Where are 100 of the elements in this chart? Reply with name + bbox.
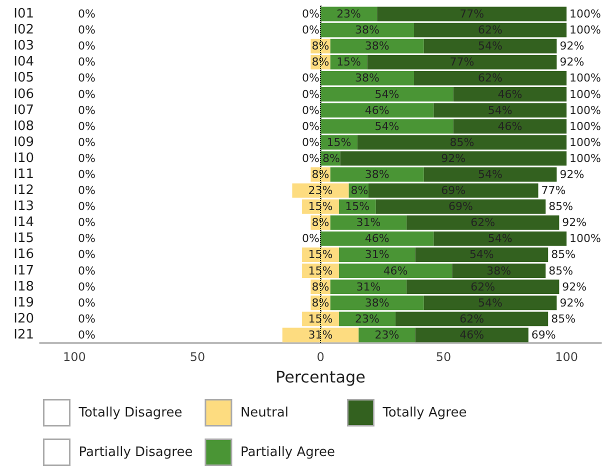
data-label: 46%: [498, 88, 522, 101]
annotation: 100%: [570, 120, 602, 133]
y-tick-label: I14: [14, 215, 34, 230]
data-label: 0%: [78, 104, 96, 117]
legend-label: Totally Agree: [382, 405, 467, 420]
data-label: 62%: [478, 24, 503, 37]
data-label: 8%: [312, 296, 330, 310]
data-label: 0%: [302, 232, 320, 246]
annotation: 92%: [560, 40, 584, 53]
data-label: 15%: [345, 200, 370, 214]
legend-label: Partially Agree: [240, 444, 335, 460]
data-label: 77%: [460, 8, 484, 21]
data-label: 0%: [78, 72, 96, 85]
data-label: 62%: [460, 312, 484, 326]
data-label: 0%: [78, 280, 96, 294]
y-tick-label: I16: [14, 247, 34, 262]
data-label: 69%: [448, 200, 473, 214]
annotation: 100%: [570, 232, 602, 246]
data-label: 0%: [78, 232, 96, 246]
data-label: 0%: [302, 136, 320, 149]
data-label: 8%: [312, 280, 330, 294]
data-label: 46%: [364, 104, 390, 117]
y-tick-label: I18: [14, 279, 34, 294]
y-tick-label: I09: [14, 134, 34, 150]
data-label: 8%: [350, 184, 368, 198]
data-label: 0%: [78, 88, 96, 101]
data-label: 0%: [78, 152, 96, 165]
data-label: 15%: [308, 200, 333, 214]
data-label: 62%: [470, 280, 496, 294]
data-label: 0%: [78, 136, 96, 149]
data-label: 0%: [302, 8, 320, 21]
annotation: 69%: [531, 328, 556, 342]
y-tick-label: I17: [14, 263, 34, 278]
data-label: 0%: [78, 168, 96, 181]
data-label: 0%: [78, 216, 96, 230]
data-label: 92%: [441, 152, 466, 165]
data-label: 23%: [336, 8, 362, 21]
data-label: 0%: [302, 104, 320, 117]
annotation: 92%: [562, 280, 587, 294]
y-tick-label: I12: [14, 183, 34, 198]
data-label: 8%: [312, 40, 330, 53]
data-label: 0%: [302, 24, 320, 37]
data-label: 8%: [322, 152, 340, 165]
data-label: 46%: [364, 232, 390, 246]
data-label: 77%: [450, 56, 474, 69]
x-tick-label: 50: [436, 350, 452, 364]
data-label: 0%: [78, 24, 96, 37]
data-label: 0%: [78, 40, 96, 53]
annotation: 100%: [570, 136, 602, 149]
y-tick-label: I01: [14, 6, 34, 22]
annotation: 100%: [570, 24, 602, 37]
annotation: 92%: [560, 168, 584, 181]
x-axis-title: Percentage: [275, 368, 366, 386]
annotation: 100%: [570, 104, 602, 117]
data-label: 8%: [312, 56, 330, 69]
data-label: 54%: [478, 296, 503, 310]
annotation: 77%: [541, 184, 566, 198]
y-tick-label: I07: [14, 102, 34, 118]
y-tick-label: I08: [14, 118, 34, 134]
data-label: 0%: [78, 328, 96, 342]
annotation: 92%: [562, 216, 587, 230]
legend-label: Neutral: [240, 405, 288, 420]
data-label: 31%: [364, 248, 390, 262]
annotation: 100%: [570, 8, 602, 21]
data-label: 54%: [374, 120, 400, 133]
y-tick-label: I19: [14, 295, 34, 310]
data-label: 23%: [374, 328, 400, 342]
data-label: 0%: [78, 264, 96, 278]
data-label: 0%: [302, 72, 320, 85]
data-label: 38%: [486, 264, 512, 278]
y-tick-label: I15: [14, 231, 34, 246]
data-label: 38%: [355, 24, 380, 37]
data-label: 38%: [364, 168, 390, 181]
y-tick-label: I20: [14, 311, 34, 326]
annotation: 85%: [548, 264, 574, 278]
data-label: 46%: [498, 120, 522, 133]
y-tick-label: I21: [14, 327, 34, 342]
y-tick-label: I04: [14, 54, 34, 70]
annotation: 85%: [551, 312, 576, 326]
y-tick-label: I02: [14, 22, 34, 38]
y-tick-label: I03: [14, 38, 34, 54]
legend-label: Partially Disagree: [78, 444, 193, 460]
data-label: 38%: [355, 72, 380, 85]
data-label: 62%: [478, 72, 503, 85]
data-label: 31%: [308, 328, 333, 342]
data-label: 0%: [78, 56, 96, 69]
annotation: 85%: [548, 200, 574, 214]
data-label: 15%: [308, 248, 333, 262]
data-label: 23%: [355, 312, 380, 326]
data-label: 54%: [478, 168, 503, 181]
data-label: 0%: [78, 184, 96, 198]
data-label: 54%: [488, 104, 512, 117]
data-label: 0%: [302, 152, 320, 165]
data-label: 54%: [469, 248, 494, 262]
bar: [415, 328, 528, 342]
x-tick-label: 100: [62, 350, 86, 364]
bar: [377, 6, 567, 22]
x-tick-label: 100: [555, 350, 578, 364]
annotation: 100%: [570, 72, 602, 85]
data-label: 15%: [336, 56, 362, 69]
